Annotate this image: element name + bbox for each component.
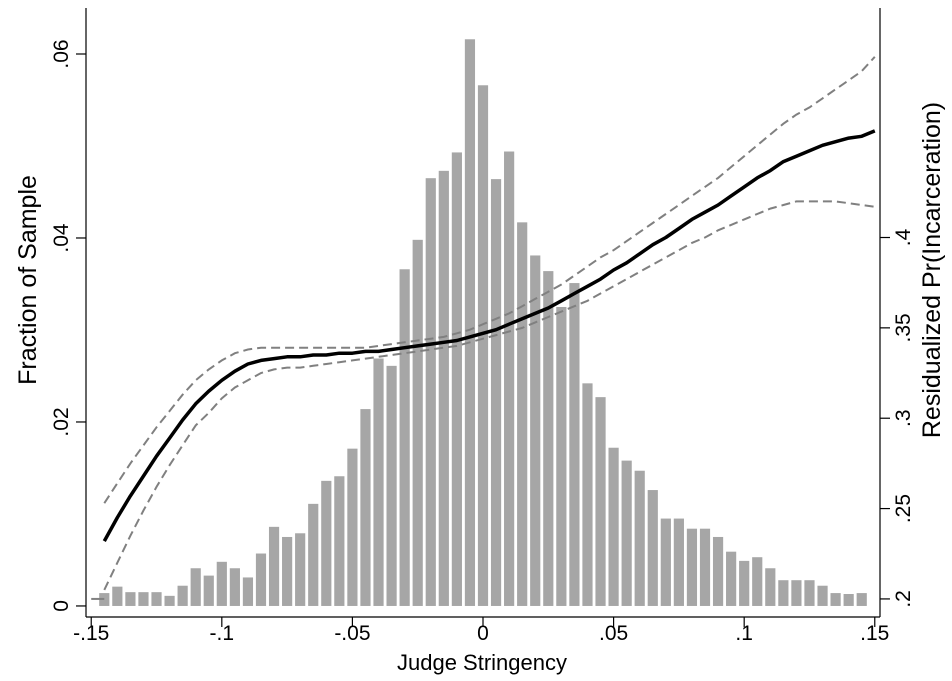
ci-layer [91, 56, 876, 600]
y-right-tick-label: .4 [892, 228, 915, 246]
y-right-tick-label: .2 [892, 590, 915, 608]
histogram-bar [490, 179, 502, 606]
histogram-bar [216, 561, 227, 606]
histogram-bar [282, 536, 293, 606]
x-tick-label: -.1 [210, 622, 235, 645]
histogram-bar [295, 533, 306, 606]
histogram-bar [595, 397, 606, 606]
histogram-bar [739, 560, 750, 606]
histogram-bar [712, 536, 724, 606]
histogram-bar [791, 580, 802, 606]
histogram-bar [255, 553, 267, 606]
histogram-bar [203, 575, 214, 606]
histogram-bar [504, 151, 515, 606]
histogram-bar [752, 557, 763, 606]
histogram-bar [360, 409, 371, 606]
y-right-tick-label: .25 [892, 494, 915, 523]
histogram-bar [229, 568, 240, 606]
histogram-bar [399, 269, 410, 606]
histogram-bar [177, 585, 188, 606]
histogram-bar [268, 526, 280, 606]
y-left-axis-label: Fraction of Sample [14, 175, 42, 385]
x-axis-label: Judge Stringency [397, 650, 567, 675]
histogram-bar [673, 518, 684, 606]
histogram-bar [151, 592, 162, 606]
histogram-bar [804, 580, 815, 606]
x-tick-label: .1 [735, 622, 753, 645]
fit-layer [102, 129, 876, 542]
y-left-tick-label: .04 [50, 223, 73, 253]
histogram-bar [477, 85, 489, 606]
histogram-bar [856, 593, 867, 606]
histogram-bar [425, 178, 436, 606]
histogram-bar [699, 528, 711, 606]
histogram-bar [464, 39, 476, 606]
y-left-tick-label: 0 [50, 600, 73, 612]
histogram-bar [778, 580, 789, 606]
histogram-bar [660, 518, 671, 606]
histogram-bar [647, 490, 658, 606]
x-tick-label: -.05 [334, 622, 370, 645]
x-ticks-layer: -.15 -.1 -.05 0 .05 .1 .15 [73, 617, 889, 645]
histogram-bar [308, 503, 319, 606]
histogram-bar [164, 595, 175, 606]
histogram-bar [621, 460, 632, 606]
histogram-bar [543, 271, 554, 606]
histogram-bar [608, 447, 619, 606]
ci-lower-line [103, 200, 875, 591]
bars-layer [99, 39, 867, 606]
x-tick-label: .05 [599, 622, 628, 645]
histogram-bar [726, 551, 737, 606]
histogram-bar [138, 592, 149, 606]
y-right-tick-label: .35 [892, 313, 915, 342]
fit-line [102, 129, 876, 542]
histogram-bar [321, 480, 332, 606]
y-left-ticks-layer: 0 .02 .04 .06 [50, 39, 86, 612]
histogram-bar [843, 594, 854, 606]
histogram-bar [190, 568, 201, 606]
histogram-bar [530, 255, 541, 606]
histogram-bar [582, 383, 593, 606]
histogram-bar [817, 585, 828, 606]
histogram-bar [125, 592, 136, 606]
x-tick-label: .15 [860, 622, 889, 645]
histogram-bar [451, 152, 462, 606]
histogram-bar [830, 593, 841, 606]
histogram-bar [517, 222, 528, 606]
histogram-bar [334, 476, 345, 606]
x-tick-label: -.15 [73, 622, 109, 645]
histogram-bar [412, 239, 423, 606]
y-right-axis-label: Residualized Pr(Incarceration) [918, 102, 946, 438]
histogram-bar [634, 470, 645, 606]
ci-upper-line [103, 56, 876, 504]
histogram-bar [556, 306, 567, 606]
histogram-bar [242, 577, 254, 606]
histogram-bar [765, 568, 776, 606]
histogram-bar [438, 170, 449, 606]
histogram-bar [112, 586, 123, 606]
histogram-bar [569, 283, 580, 606]
x-tick-label: 0 [477, 622, 489, 645]
histogram-bar [347, 448, 358, 606]
y-left-tick-label: .02 [50, 407, 73, 436]
y-right-tick-label: .3 [892, 409, 915, 427]
histogram-bar [686, 528, 698, 606]
histogram-bar [386, 365, 397, 606]
y-right-ticks-layer: .2 .25 .3 .35 .4 [880, 228, 915, 608]
histogram-bar [373, 358, 384, 606]
y-left-tick-label: .06 [50, 39, 73, 68]
